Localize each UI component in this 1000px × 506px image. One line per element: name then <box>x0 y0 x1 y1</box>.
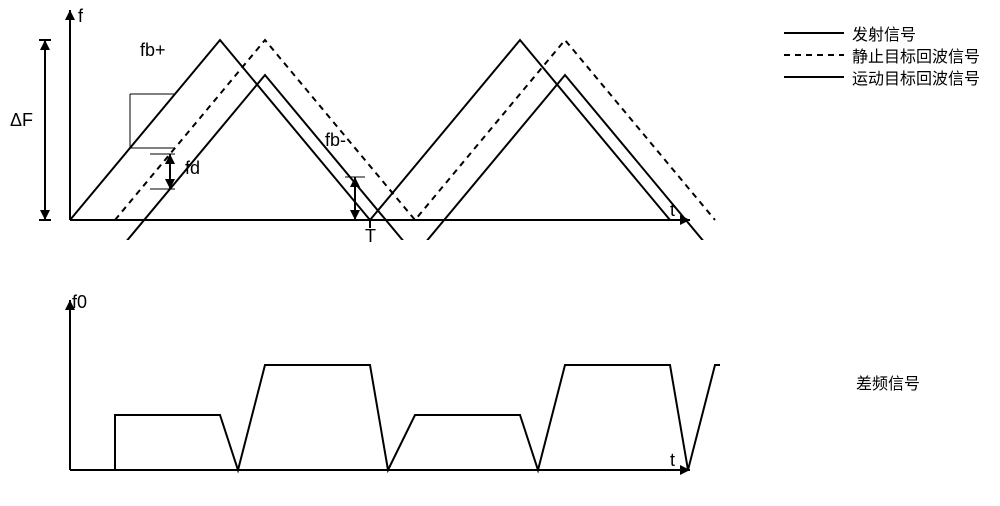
legend-label-moving: 运动目标回波信号 <box>852 65 980 89</box>
lower-chart <box>0 290 720 490</box>
lower-legend: 差频信号 <box>856 370 920 394</box>
legend-row-tx: 发射信号 <box>784 22 980 44</box>
legend-swatch-dashed-icon <box>784 54 844 56</box>
axis-label-fd: fd <box>185 158 200 179</box>
axis-label-f: f <box>78 6 83 27</box>
figure-container: f t T ΔF fd fb+ fb- f0 t 发射信号 静止目标回波信号 运… <box>0 0 1000 506</box>
axis-label-t-upper: t <box>670 200 675 221</box>
axis-label-f0: f0 <box>72 292 87 313</box>
legend-swatch-solid2-icon <box>784 76 844 78</box>
upper-legend: 发射信号 静止目标回波信号 运动目标回波信号 <box>784 22 980 88</box>
legend-row-static: 静止目标回波信号 <box>784 44 980 66</box>
axis-label-fbminus: fb- <box>325 130 346 151</box>
legend-row-moving: 运动目标回波信号 <box>784 66 980 88</box>
legend-swatch-solid-icon <box>784 32 844 34</box>
legend-label-beat: 差频信号 <box>856 376 920 393</box>
legend-label-static: 静止目标回波信号 <box>852 43 980 67</box>
legend-label-tx: 发射信号 <box>852 21 916 45</box>
axis-label-fbplus: fb+ <box>140 40 166 61</box>
upper-chart <box>0 0 720 240</box>
axis-label-T: T <box>365 226 376 247</box>
axis-label-deltaF: ΔF <box>10 110 33 131</box>
axis-label-t-lower: t <box>670 450 675 471</box>
